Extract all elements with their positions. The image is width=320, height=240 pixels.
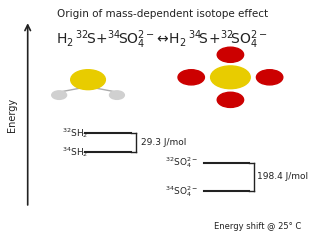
Text: $\mathregular{^{32}SH_2}$: $\mathregular{^{32}SH_2}$ xyxy=(62,126,88,140)
Text: Energy shift @ 25° C: Energy shift @ 25° C xyxy=(214,222,302,232)
Text: $\rm H_2\,^{32}\!S\!+\!^{34}\!SO_4^{2-}\!\leftrightarrow\! H_2\,^{34}\!S\!+\!^{3: $\rm H_2\,^{32}\!S\!+\!^{34}\!SO_4^{2-}\… xyxy=(56,28,268,51)
Text: $\mathregular{^{34}SO_4^{2-}}$: $\mathregular{^{34}SO_4^{2-}}$ xyxy=(165,184,198,199)
Text: $\mathregular{^{32}SO_4^{2-}}$: $\mathregular{^{32}SO_4^{2-}}$ xyxy=(165,155,198,170)
Ellipse shape xyxy=(71,70,105,90)
Ellipse shape xyxy=(256,70,283,85)
Ellipse shape xyxy=(217,47,244,62)
Text: Energy: Energy xyxy=(7,98,17,132)
Ellipse shape xyxy=(52,91,67,99)
Text: Origin of mass-dependent isotope effect: Origin of mass-dependent isotope effect xyxy=(57,8,268,18)
Text: $\mathregular{^{34}SH_2}$: $\mathregular{^{34}SH_2}$ xyxy=(62,145,88,159)
Ellipse shape xyxy=(109,91,124,99)
Ellipse shape xyxy=(217,92,244,108)
Text: 198.4 J/mol: 198.4 J/mol xyxy=(257,172,308,181)
Ellipse shape xyxy=(178,70,204,85)
Text: 29.3 J/mol: 29.3 J/mol xyxy=(141,138,186,147)
Ellipse shape xyxy=(211,66,250,89)
